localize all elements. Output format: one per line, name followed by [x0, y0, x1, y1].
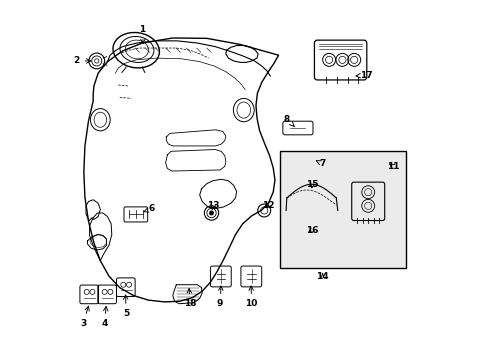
Text: 9: 9: [217, 286, 223, 308]
Text: 7: 7: [316, 159, 325, 168]
Text: 12: 12: [262, 201, 274, 210]
Circle shape: [209, 211, 213, 215]
Text: 17: 17: [355, 71, 372, 80]
Text: 6: 6: [143, 204, 155, 213]
Text: 13: 13: [206, 201, 219, 210]
Text: 4: 4: [101, 306, 108, 328]
Bar: [279, 151, 405, 268]
Text: 16: 16: [305, 226, 318, 235]
Text: 15: 15: [306, 180, 318, 189]
Text: 18: 18: [183, 288, 196, 308]
Text: 5: 5: [123, 295, 129, 318]
Text: 14: 14: [316, 271, 328, 280]
Text: 1: 1: [139, 25, 145, 44]
Text: 10: 10: [245, 286, 257, 308]
Text: 8: 8: [283, 114, 294, 127]
Text: 2: 2: [73, 57, 91, 66]
Text: 3: 3: [80, 306, 89, 328]
Text: 11: 11: [386, 162, 399, 171]
